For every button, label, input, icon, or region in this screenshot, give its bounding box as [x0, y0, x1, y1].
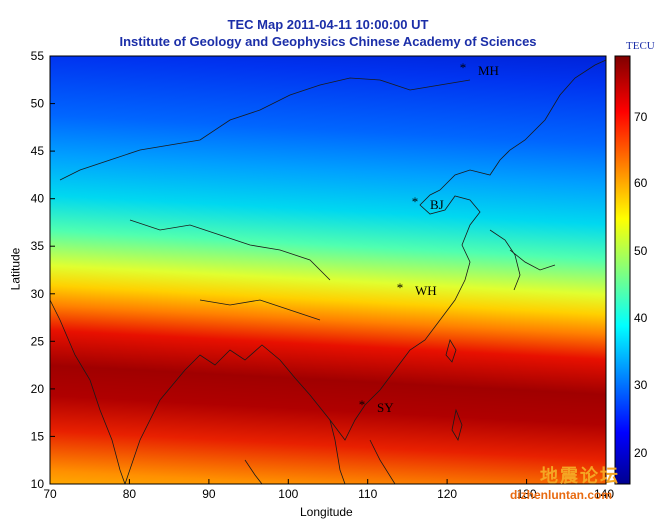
station-mh-star: * [460, 60, 467, 75]
plot-frame [49, 55, 607, 485]
colorbar-gradient [614, 55, 631, 485]
colorbar-tick: 30 [634, 378, 648, 392]
y-tick-label: 15 [31, 429, 45, 443]
x-tick-label: 90 [202, 487, 216, 501]
x-tick-label: 80 [123, 487, 137, 501]
watermark-logo: 地震论坛 [540, 466, 620, 487]
y-tick-label: 25 [31, 334, 45, 348]
station-sy: * SY [359, 397, 394, 415]
watermark-url: dizhenluntan.com [510, 488, 612, 502]
station-wh-star: * [397, 280, 404, 295]
map-subtitle: Institute of Geology and Geophysics Chin… [119, 34, 537, 49]
y-tick-label: 35 [31, 239, 45, 253]
y-tick-label: 55 [31, 49, 45, 63]
y-tick-label: 30 [31, 287, 45, 301]
colorbar-tick: 60 [634, 176, 648, 190]
colorbar-tick: 70 [634, 110, 648, 124]
y-tick-label: 40 [31, 192, 45, 206]
y-tick-label: 20 [31, 382, 45, 396]
x-tick-label: 100 [278, 487, 298, 501]
station-wh: * WH [397, 280, 437, 298]
y-axis-ticks: 55 50 45 40 35 30 25 20 15 10 [31, 49, 55, 491]
colorbar-tick: 50 [634, 244, 648, 258]
x-axis-ticks: 70 80 90 100 110 120 130 140 [43, 479, 614, 501]
station-bj-label: BJ [430, 197, 444, 212]
station-mh: * MH [460, 60, 499, 78]
station-sy-label: SY [377, 400, 394, 415]
y-tick-label: 50 [31, 97, 45, 111]
x-tick-label: 140 [594, 487, 614, 501]
x-axis-label: Longitude [300, 505, 353, 519]
x-tick-label: 130 [517, 487, 537, 501]
colorbar-tick: 20 [634, 446, 648, 460]
tec-field [50, 56, 606, 484]
coastlines [50, 59, 606, 484]
station-bj: * BJ [412, 194, 444, 212]
x-tick-label: 120 [437, 487, 457, 501]
y-axis-label: Latitude [8, 247, 23, 291]
x-tick-label: 110 [358, 487, 377, 501]
y-tick-label: 10 [31, 477, 45, 491]
station-mh-label: MH [478, 63, 499, 78]
colorbar-unit: TECU [626, 40, 655, 52]
x-tick-label: 70 [43, 487, 57, 501]
station-wh-label: WH [415, 283, 437, 298]
station-sy-star: * [359, 397, 366, 412]
map-title: TEC Map 2011-04-11 10:00:00 UT [227, 17, 429, 32]
y-tick-label: 45 [31, 144, 45, 158]
station-bj-star: * [412, 194, 419, 209]
colorbar: 70 60 50 40 30 20 [614, 55, 648, 485]
station-markers: * MH * BJ * WH * SY [359, 60, 499, 415]
colorbar-tick: 40 [634, 311, 648, 325]
